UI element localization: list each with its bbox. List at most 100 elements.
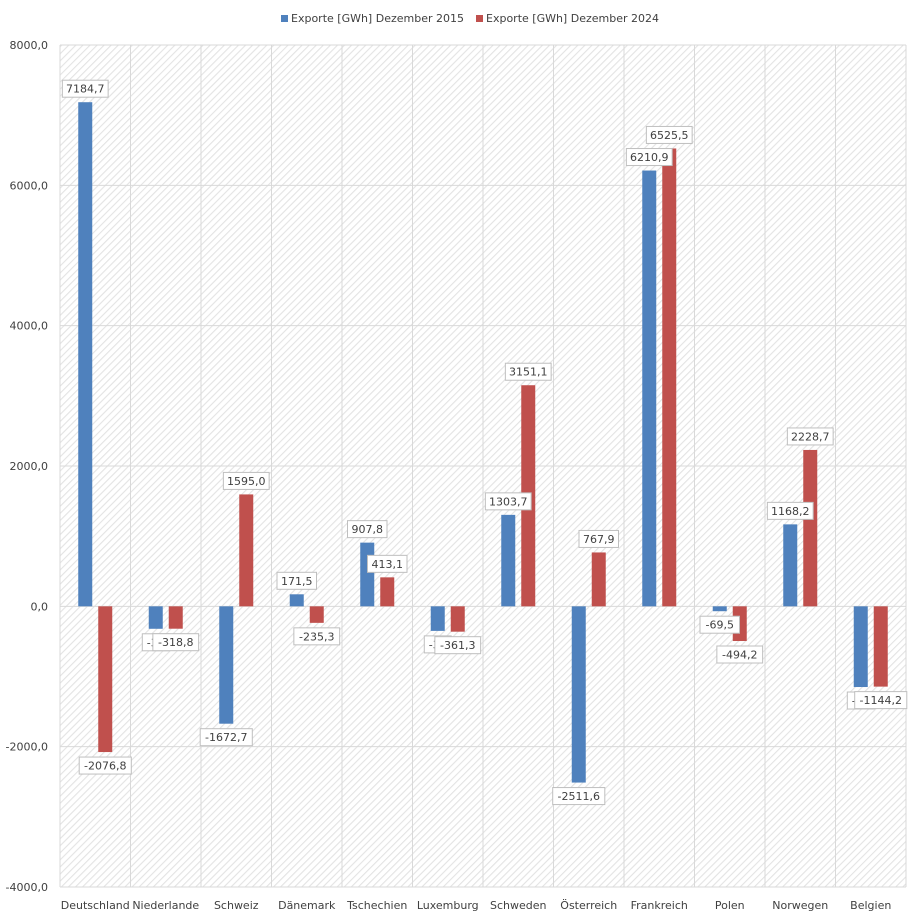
x-category-label: Dänemark	[278, 899, 336, 912]
data-label: 767,9	[578, 529, 619, 548]
data-label: 6525,5	[645, 125, 693, 144]
data-label-text: -2076,8	[84, 760, 126, 773]
data-label: -235,3	[293, 627, 341, 646]
data-label-text: -1144,2	[860, 694, 902, 707]
bar	[803, 449, 818, 607]
data-label-box	[854, 691, 908, 710]
bar	[783, 524, 798, 607]
x-category-label: Frankreich	[631, 899, 688, 912]
bar	[571, 606, 586, 783]
data-label-box	[199, 728, 253, 747]
data-label: 2228,7	[786, 427, 834, 446]
data-label-box	[645, 125, 693, 144]
legend-item: Exporte [GWh] Dezember 2024	[476, 12, 659, 25]
data-label-box	[152, 633, 200, 652]
data-label-text: 6210,9	[630, 151, 669, 164]
bar	[168, 606, 183, 629]
x-category-label: Österreich	[560, 899, 617, 912]
data-label-box	[552, 787, 606, 806]
x-category-label: Niederlande	[132, 899, 199, 912]
data-label-box	[484, 492, 532, 511]
bar	[712, 606, 727, 612]
data-label-box	[78, 756, 132, 775]
bars	[78, 102, 888, 783]
data-label-box	[504, 362, 552, 381]
x-category-label: Deutschland	[61, 899, 130, 912]
data-label: 3151,1	[504, 362, 552, 381]
y-tick-label: -2000,0	[6, 741, 48, 754]
data-label-box	[578, 529, 619, 548]
x-category-label: Belgien	[850, 899, 891, 912]
bar	[219, 606, 234, 724]
legend-swatch	[476, 15, 483, 22]
data-label: 413,1	[367, 554, 408, 573]
data-label-box	[222, 471, 270, 490]
data-label-box	[347, 520, 388, 539]
data-label: -1672,7	[199, 728, 253, 747]
data-label: 7184,7	[61, 79, 109, 98]
legend-label: Exporte [GWh] Dezember 2015	[291, 12, 464, 25]
data-label-box	[61, 79, 109, 98]
bar	[148, 606, 163, 629]
data-label-text: 767,9	[583, 533, 615, 546]
data-label-text: 2228,7	[791, 430, 830, 443]
data-label: 1303,7	[484, 492, 532, 511]
legend: Exporte [GWh] Dezember 2015 Exporte [GWh]…	[281, 12, 659, 25]
data-label-box	[625, 148, 673, 167]
data-label: -361,3	[434, 636, 482, 655]
data-label-text: -318,8	[158, 636, 193, 649]
data-label: -1144,2	[854, 691, 908, 710]
data-label-text: 1168,2	[771, 505, 810, 518]
bar	[380, 577, 395, 607]
data-label: 171,5	[276, 571, 317, 590]
legend-item: Exporte [GWh] Dezember 2015	[281, 12, 464, 25]
data-label-box	[766, 501, 814, 520]
data-label-text: 1303,7	[489, 495, 528, 508]
bar	[642, 170, 657, 607]
data-label-text: -1672,7	[205, 731, 247, 744]
data-label-text: -494,2	[722, 649, 757, 662]
bar	[360, 542, 375, 607]
bar	[98, 606, 113, 753]
data-label: -2511,6	[552, 787, 606, 806]
bar	[78, 102, 93, 607]
data-label-box	[293, 627, 341, 646]
x-category-label: Polen	[715, 899, 745, 912]
data-label-text: 171,5	[281, 575, 313, 588]
data-label: 1168,2	[766, 501, 814, 520]
y-tick-label: 2000,0	[10, 460, 49, 473]
data-label-text: -235,3	[299, 630, 334, 643]
data-label: 6210,9	[625, 148, 673, 167]
bar	[853, 606, 868, 688]
data-label-text: 7184,7	[66, 83, 105, 96]
bar	[591, 552, 606, 607]
data-label: 907,8	[347, 520, 388, 539]
data-label-text: 413,1	[372, 558, 404, 571]
bar	[239, 494, 254, 607]
x-category-label: Schweden	[490, 899, 547, 912]
y-axis: 8000,0 6000,0 4000,0 2000,0 0,0 -2000,0 -4000,…	[6, 39, 48, 894]
y-tick-label: 8000,0	[10, 39, 49, 52]
data-label-box	[367, 554, 408, 573]
x-category-label: Norwegen	[772, 899, 828, 912]
data-label-box	[276, 571, 317, 590]
x-category-label: Luxemburg	[417, 899, 479, 912]
legend-swatch	[281, 15, 288, 22]
data-label-text: 6525,5	[650, 129, 689, 142]
data-label: -318,8	[152, 633, 200, 652]
grid-lines	[59, 44, 907, 888]
bar	[662, 148, 677, 607]
data-label-box	[699, 615, 740, 634]
x-category-label: Schweiz	[214, 899, 259, 912]
data-label-text: 907,8	[352, 523, 384, 536]
y-tick-label: -4000,0	[6, 881, 48, 894]
bar	[873, 606, 888, 687]
y-tick-label: 4000,0	[10, 320, 49, 333]
data-label: 1595,0	[222, 471, 270, 490]
data-label-text: 3151,1	[509, 366, 548, 379]
data-label-text: -69,5	[706, 619, 734, 632]
data-labels: 7184,7-32-1672,7171,5907,8-351303,7-2511…	[61, 79, 908, 806]
data-label-box	[434, 636, 482, 655]
